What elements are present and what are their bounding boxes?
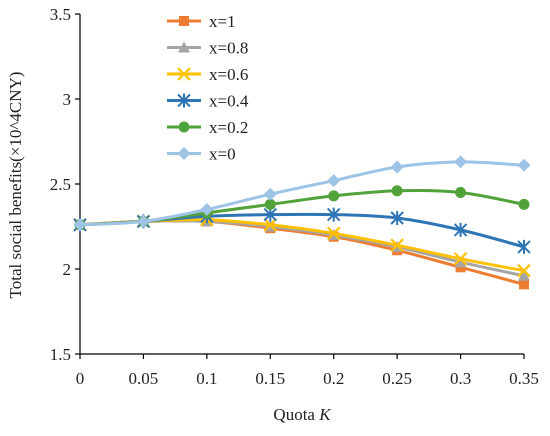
data-point	[453, 222, 468, 237]
legend-marker	[178, 121, 190, 133]
data-point	[519, 279, 529, 290]
data-point	[200, 203, 214, 216]
y-tick-label: 3.5	[50, 5, 71, 24]
data-point	[455, 187, 467, 198]
data-point	[454, 256, 467, 268]
legend-item: x=0.6	[167, 65, 248, 84]
legend-marker	[179, 16, 189, 26]
data-point	[453, 252, 468, 266]
x-tick-label: 0.05	[129, 369, 159, 388]
y-axis-title: Total social benefits(×10^4CNY)	[6, 72, 25, 299]
y-tick-label: 1.5	[50, 345, 71, 364]
legend-marker	[178, 41, 190, 53]
legend-marker	[177, 93, 191, 108]
legend-label: x=0	[209, 145, 236, 164]
data-point	[517, 239, 531, 254]
data-point	[136, 214, 150, 228]
y-tick-label: 2.5	[50, 175, 71, 194]
y-tick-label: 3	[63, 90, 72, 109]
data-point	[263, 218, 278, 232]
legend-item: x=1	[167, 12, 236, 31]
y-tick-label: 2	[63, 260, 72, 279]
data-point	[517, 158, 531, 172]
data-point	[455, 262, 466, 273]
legend-label: x=0.8	[209, 39, 248, 58]
data-point	[517, 263, 531, 278]
data-point	[263, 207, 277, 222]
legend-item: x=0	[167, 145, 236, 164]
data-point	[390, 238, 404, 252]
x-tick-label: 0.2	[323, 369, 344, 388]
series-line	[79, 160, 525, 227]
data-point	[391, 185, 403, 197]
data-point	[326, 226, 341, 241]
data-point	[327, 207, 341, 222]
data-point	[327, 174, 341, 188]
x-tick-label: 0.3	[450, 369, 471, 388]
data-point	[73, 218, 87, 232]
series-x=0	[73, 155, 531, 232]
x-tick-label: 0	[76, 369, 85, 388]
x-axis-title-variable: K	[318, 405, 332, 424]
data-point	[390, 160, 404, 174]
x-tick-label: 0.25	[382, 369, 412, 388]
legend-label: x=0.6	[209, 65, 248, 84]
legend-marker	[177, 147, 191, 160]
data-point	[264, 198, 276, 210]
x-tick-label: 0.15	[255, 369, 285, 388]
data-point	[263, 187, 277, 201]
legend-label: x=1	[209, 12, 236, 31]
x-tick-label: 0.1	[196, 369, 217, 388]
legend-label: x=0.2	[209, 118, 248, 137]
data-point	[518, 269, 530, 281]
data-point	[454, 155, 468, 169]
legend-item: x=0.4	[167, 92, 249, 111]
x-axis-title: Quota K	[273, 405, 332, 424]
data-point	[390, 211, 404, 225]
series-layer	[73, 155, 531, 290]
legend-label: x=0.4	[209, 92, 249, 111]
legend: x=1 x=0.8 x=0.6 x=0.4 x=0.2 x=0	[167, 12, 249, 164]
data-point	[328, 190, 340, 202]
legend-marker	[177, 67, 191, 81]
data-point	[518, 198, 530, 210]
axes: 1.5 2 2.5 3 3.5 0 0.05 0.1 0.15 0.2 0.25 0.3 0.35	[50, 5, 539, 388]
x-tick-label: 0.35	[509, 369, 539, 388]
legend-item: x=0.8	[167, 39, 248, 58]
legend-item: x=0.2	[167, 118, 248, 137]
x-axis-title-label: Quota	[273, 405, 315, 424]
